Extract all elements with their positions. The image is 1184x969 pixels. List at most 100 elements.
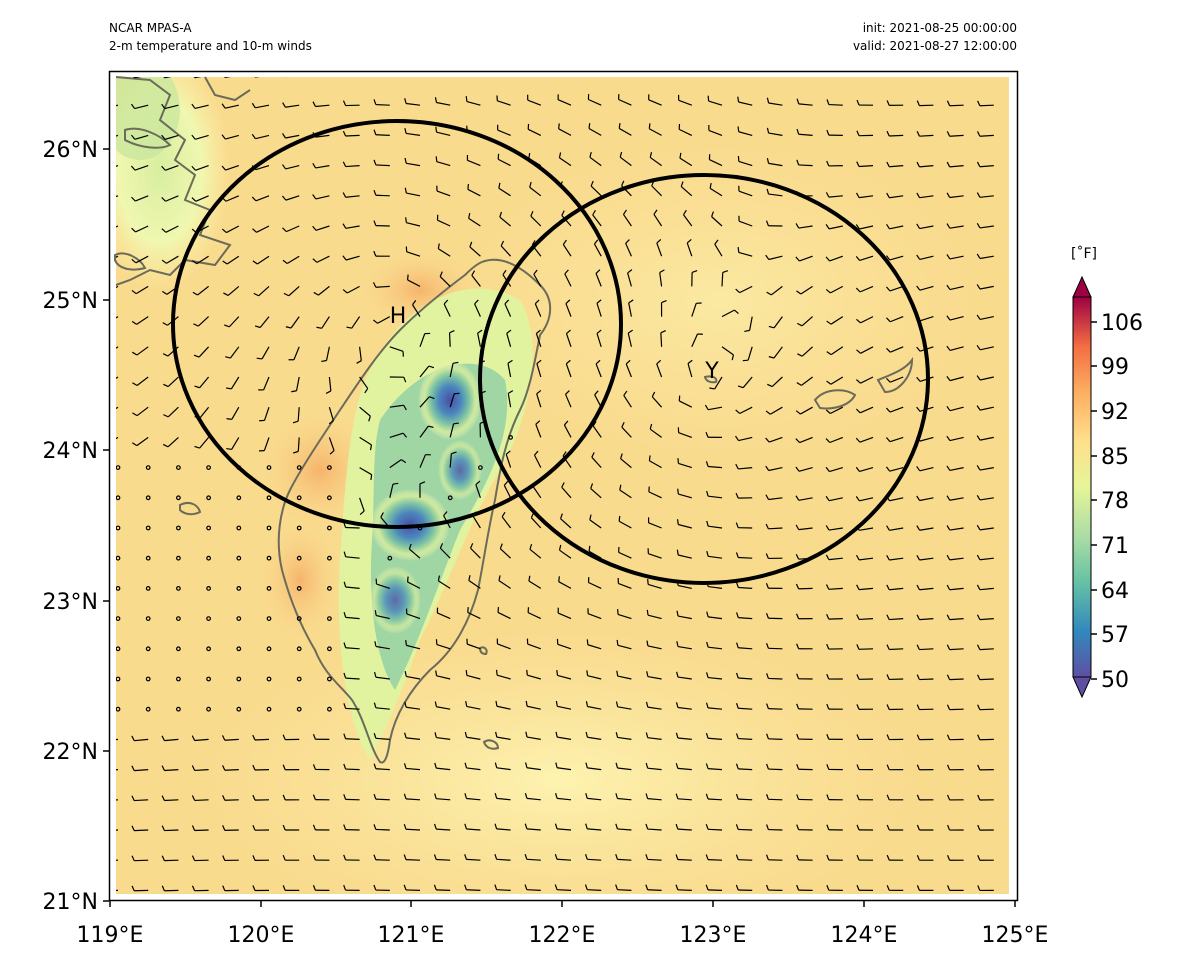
valid-time: valid: 2021-08-27 12:00:00: [852, 39, 1017, 53]
marker-y-label: Y: [704, 359, 719, 384]
wind-barb: [977, 885, 994, 892]
wind-barb: [826, 643, 843, 650]
wind-barb: [645, 823, 662, 831]
wind-barb: [704, 404, 723, 411]
wind-barb: [312, 885, 330, 892]
wind-barb: [826, 346, 844, 356]
wind-barb: [403, 763, 421, 771]
wind-barb: [946, 495, 964, 501]
wind-barb: [419, 332, 431, 348]
wind-barb: [588, 65, 601, 75]
wind-barb: [256, 346, 270, 360]
wind-barb: [620, 453, 632, 469]
circle-y: [478, 173, 930, 585]
wind-barb: [282, 102, 300, 108]
wind-barb: [592, 209, 602, 227]
wind-barb: [535, 420, 542, 438]
wind-barb: [946, 161, 964, 168]
wind-barb: [405, 217, 421, 227]
wind-barb: [206, 555, 212, 561]
wind-barb: [328, 437, 335, 455]
wind-barb: [419, 481, 426, 498]
wind-barb: [796, 376, 813, 386]
wind-barb: [825, 495, 843, 502]
wind-barb: [709, 182, 723, 197]
wind-barb: [651, 391, 663, 408]
wind-barb: [648, 94, 662, 106]
wind-barb: [252, 764, 270, 771]
wind-barb: [796, 159, 813, 167]
wind-barb: [885, 255, 904, 261]
wind-barb: [131, 735, 149, 742]
wind-barb: [886, 824, 904, 831]
wind-barb: [826, 613, 843, 620]
wind-barb: [826, 129, 843, 136]
wind-barb: [193, 77, 202, 79]
wind-barb: [130, 165, 149, 171]
wind-barb: [296, 525, 302, 531]
wind-barb: [766, 824, 783, 831]
wind-barb: [708, 154, 723, 167]
wind-barb: [946, 704, 964, 711]
wind-barb: [825, 285, 844, 294]
wind-barb: [501, 511, 512, 529]
wind-barb: [796, 763, 813, 771]
wind-barb: [766, 794, 783, 801]
wind-barb: [494, 793, 511, 801]
wind-barb: [161, 795, 179, 802]
wind-barb: [524, 823, 541, 831]
wind-barb: [131, 885, 149, 892]
wind-barb: [494, 854, 511, 861]
wind-barb: [563, 420, 572, 438]
wind-barb: [312, 854, 330, 861]
wind-barb: [856, 854, 874, 861]
wind-barb: [691, 302, 702, 317]
wind-barb: [705, 432, 723, 438]
wind-barb: [615, 884, 632, 891]
wind-barb: [226, 406, 240, 420]
wind-barb: [886, 406, 904, 413]
wind-barb: [826, 376, 844, 385]
wind-barb: [826, 794, 843, 801]
wind-barb: [191, 735, 209, 742]
wind-barb: [585, 731, 602, 740]
wind-barb: [737, 96, 753, 106]
wind-barb: [737, 126, 753, 136]
wind-barb: [795, 406, 813, 415]
wind-barb: [192, 255, 209, 265]
wind-barb: [946, 315, 964, 321]
wind-barb: [132, 376, 149, 386]
wind-barb: [252, 255, 270, 265]
wind-barb: [447, 495, 453, 501]
wind-barb: [705, 702, 723, 710]
wind-barb: [116, 676, 121, 682]
wind-barb: [916, 192, 934, 199]
wind-barb: [623, 390, 632, 408]
wind-barb: [618, 65, 631, 75]
wind-barb: [464, 793, 481, 801]
wind-barb: [706, 641, 723, 650]
lon-label-122: 122°E: [529, 923, 596, 948]
wind-barb: [285, 316, 300, 329]
wind-barb: [976, 192, 994, 198]
wind-barb: [130, 103, 149, 110]
wind-barb: [826, 673, 843, 680]
lon-tick-labels: 119°E 120°E 121°E 122°E 123°E 124°E 125°…: [77, 923, 1049, 948]
wind-barb: [735, 463, 753, 470]
wind-barb: [222, 885, 239, 892]
wind-barb: [735, 582, 753, 589]
wind-barb: [856, 584, 874, 591]
wind-barb: [419, 425, 434, 438]
wind-barb: [564, 269, 572, 287]
wind-barb: [586, 670, 602, 680]
wind-barb: [131, 195, 149, 202]
wind-barb: [343, 733, 360, 740]
wind-barb: [194, 376, 210, 389]
wind-barb: [916, 525, 934, 531]
wind-barb: [373, 854, 390, 861]
wind-barb: [976, 405, 994, 411]
wind-barb: [795, 613, 813, 620]
colorbar-extend-bottom: [1072, 676, 1092, 699]
wind-barb: [768, 316, 783, 329]
wind-barb: [494, 823, 511, 831]
